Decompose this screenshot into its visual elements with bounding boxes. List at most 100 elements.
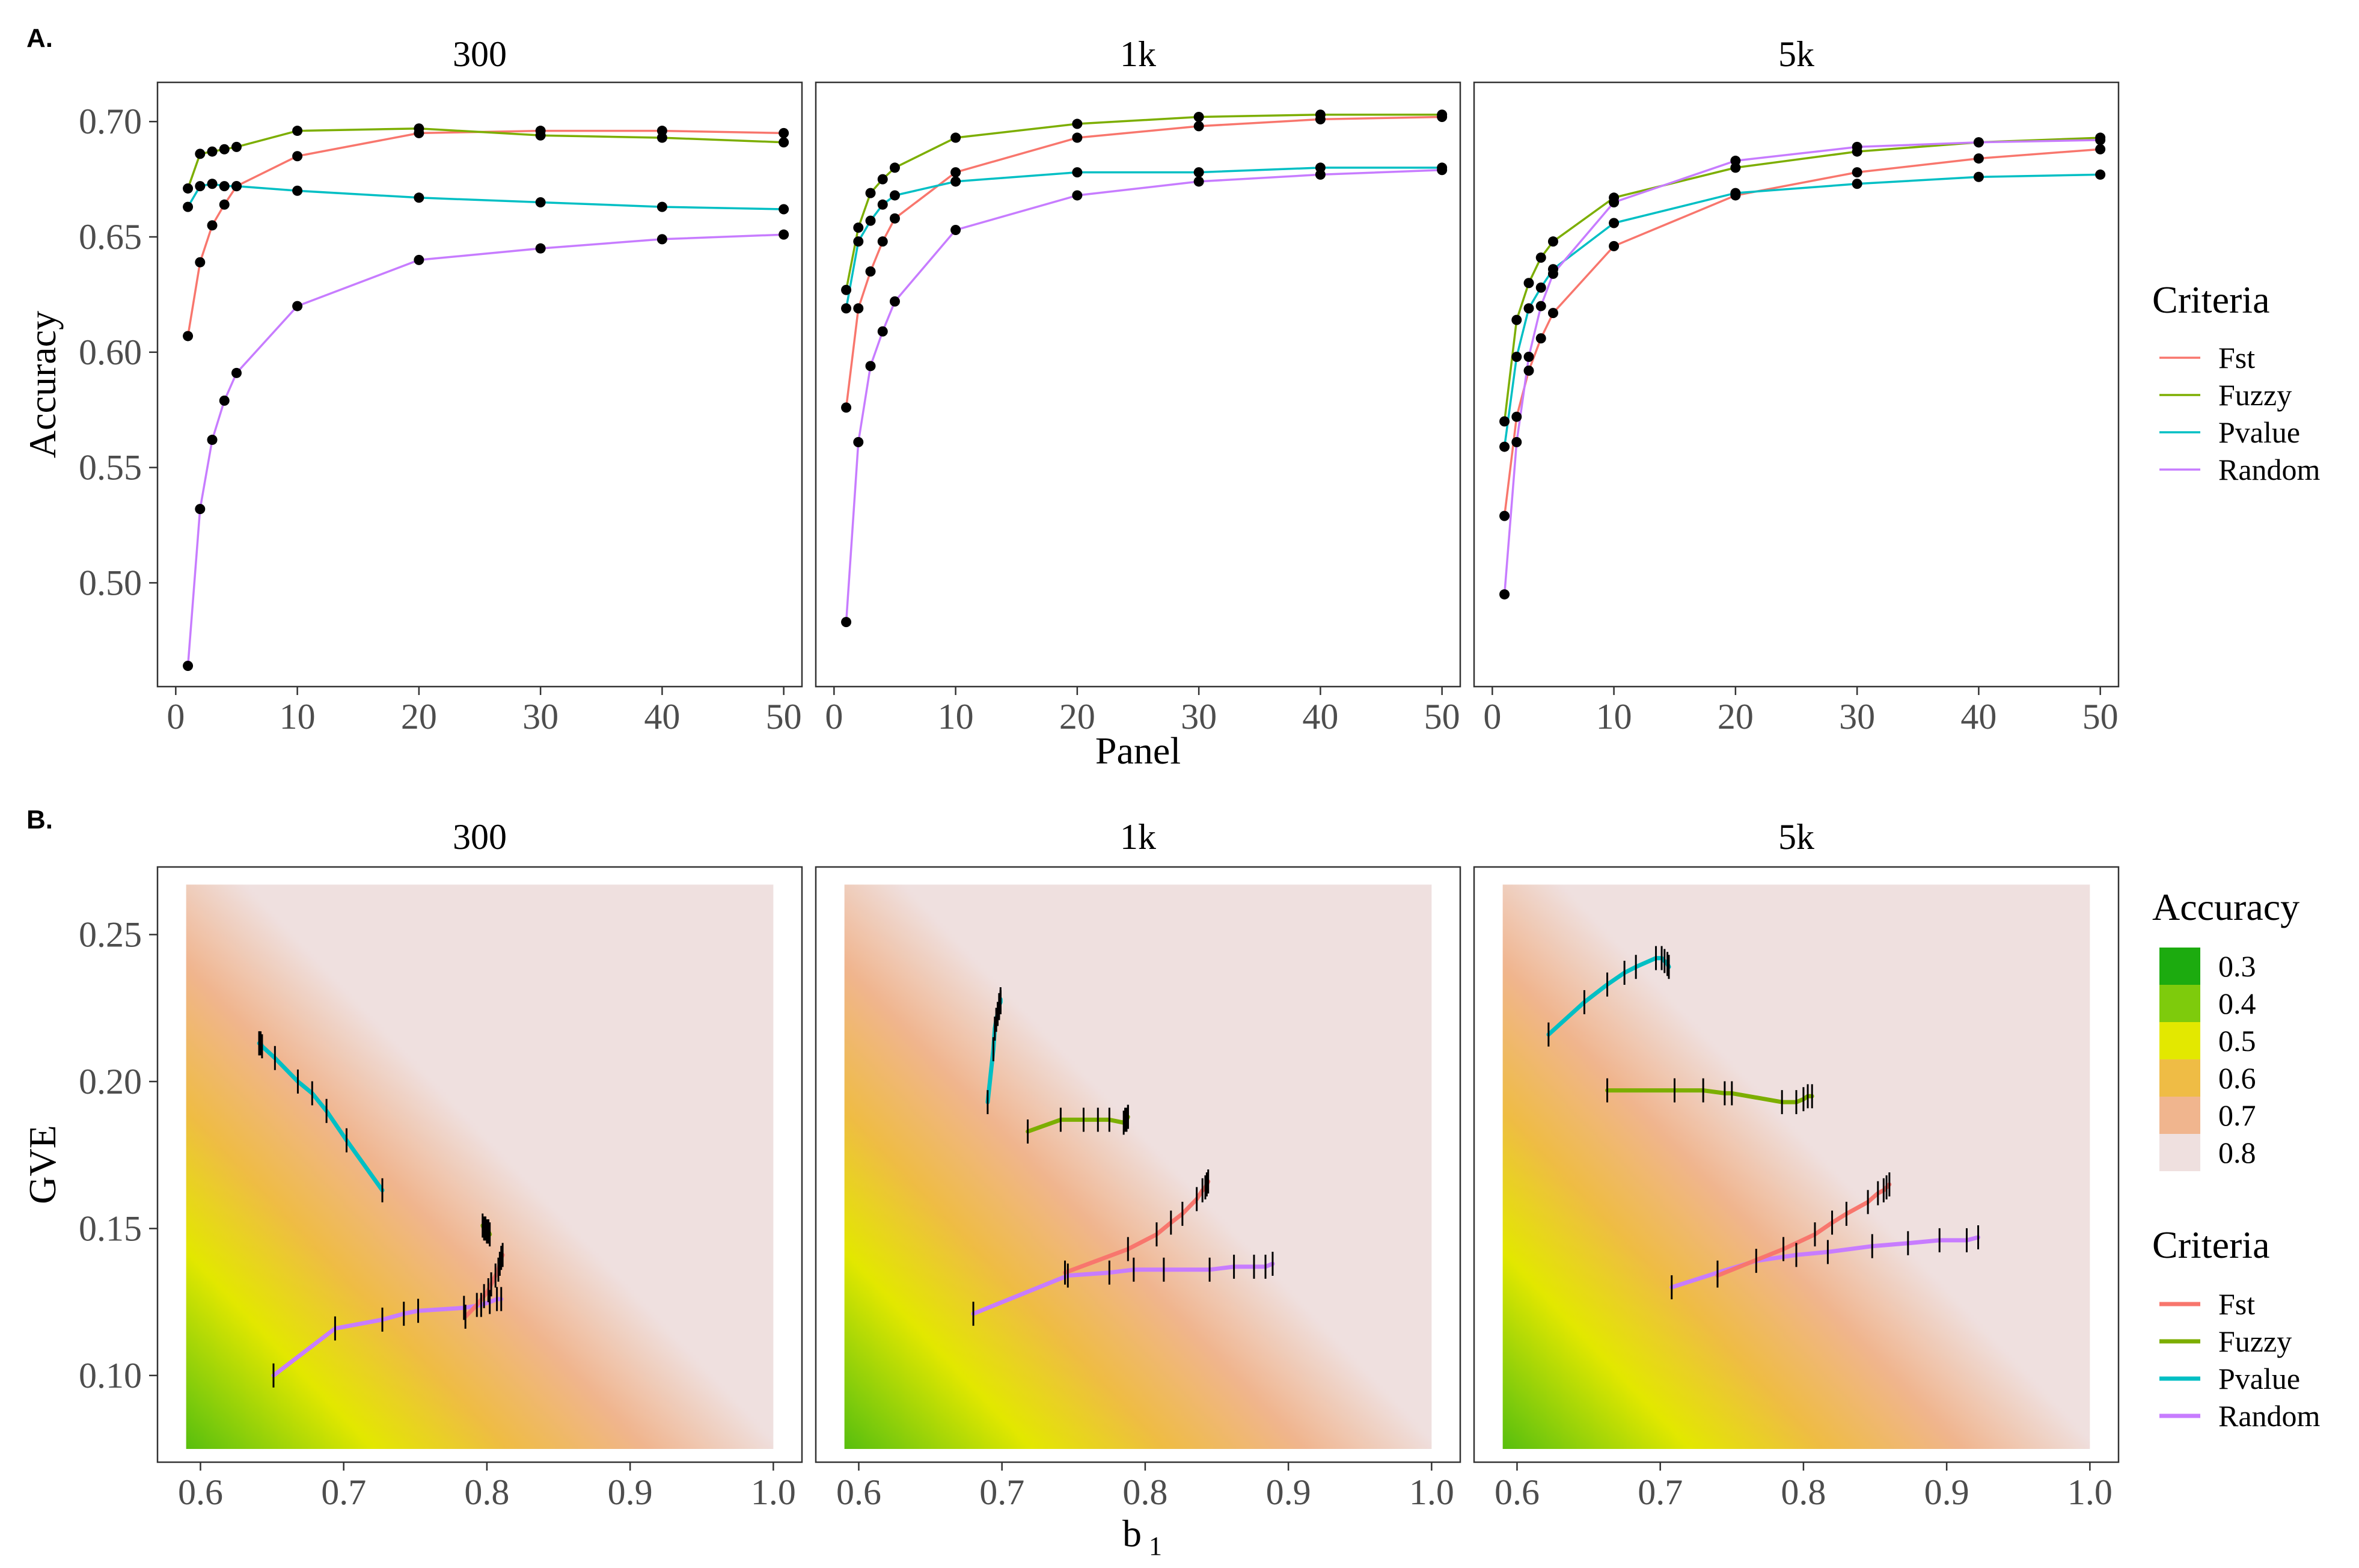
data-point-pvalue <box>865 215 876 226</box>
data-point-random <box>231 367 242 378</box>
data-point-pvalue <box>889 190 900 201</box>
data-point-random <box>656 234 667 245</box>
x-tick-label: 0.7 <box>979 1472 1024 1512</box>
data-point-fst <box>292 151 303 162</box>
x-tick-label: 20 <box>1059 697 1095 737</box>
y-tick-label: 0.70 <box>79 102 142 141</box>
y-axis-label: GVE <box>21 1125 64 1204</box>
accuracy-heat-surface <box>844 884 1432 1449</box>
data-point-fuzzy <box>219 144 230 155</box>
fill-legend-label: 0.4 <box>2218 987 2256 1020</box>
fill-legend-label: 0.7 <box>2218 1098 2256 1132</box>
panel-b-heatmap-chart: 300 0.6 0.7 0.8 0.9 1.0 0.10 0.15 0.20 0.25 1k 0.6 0… <box>21 817 2120 1561</box>
panel-b-label: B. <box>26 805 53 835</box>
facet-b-5k: 5k 0.6 0.7 0.8 0.9 1.0 <box>1473 817 2120 1512</box>
data-point-pvalue <box>877 199 888 210</box>
data-point-fst <box>779 127 789 138</box>
data-point-random <box>1315 169 1326 180</box>
series-line-pvalue <box>845 167 1442 309</box>
data-point-fst <box>1547 308 1558 319</box>
data-point-random <box>950 224 961 235</box>
x-tick-label: 1.0 <box>1409 1472 1454 1512</box>
data-point-fst <box>195 257 206 268</box>
data-point-random <box>1973 137 1984 148</box>
data-point-random <box>841 617 852 628</box>
data-point-random <box>779 229 789 240</box>
data-point-fuzzy <box>853 222 864 233</box>
data-point-pvalue <box>414 192 424 203</box>
facet-a-1k: 1k 0 10 20 30 40 50 <box>815 34 1461 737</box>
data-point-random <box>2095 135 2106 145</box>
data-point-fuzzy <box>1511 314 1522 325</box>
data-point-fuzzy <box>535 130 546 141</box>
data-point-fuzzy <box>1193 112 1204 123</box>
trajectory-random <box>971 1261 1275 1316</box>
series-line-pvalue <box>187 183 784 210</box>
x-tick-label: 0.9 <box>1924 1472 1969 1512</box>
data-point-fuzzy <box>841 284 852 295</box>
facet-title: 1k <box>1120 817 1156 857</box>
x-tick-label: 0 <box>825 697 843 737</box>
legend-label-pvalue: Pvalue <box>2218 1362 2300 1395</box>
x-tick-label: 0.7 <box>321 1472 366 1512</box>
data-point-random <box>1535 301 1546 311</box>
x-tick-label: 0.7 <box>1638 1472 1683 1512</box>
x-tick-label: 10 <box>1596 697 1632 737</box>
fill-legend-label: 0.5 <box>2218 1024 2256 1058</box>
series-line-random <box>845 169 1442 622</box>
data-point-pvalue <box>183 201 194 212</box>
legend-label-fuzzy: Fuzzy <box>2218 1325 2292 1358</box>
data-point-pvalue <box>1535 282 1546 293</box>
x-tick-label: 40 <box>1302 697 1338 737</box>
legend-label-random: Random <box>2218 1399 2321 1433</box>
data-point-fst <box>1193 121 1204 132</box>
accuracy-heat-surface <box>1502 884 2090 1449</box>
x-tick-label: 0.9 <box>1266 1472 1311 1512</box>
data-point-random <box>219 395 230 406</box>
data-point-fuzzy <box>414 123 424 134</box>
legend-panel-b: Accuracy 0.3 0.4 0.50.60.7 0.8 Criteria Fst Fuz… <box>2152 886 2321 1433</box>
data-point-fst <box>1523 365 1534 376</box>
data-point-pvalue <box>1072 167 1083 178</box>
data-point-pvalue <box>1730 188 1741 198</box>
data-point-fst <box>1499 510 1510 521</box>
data-point-random <box>1193 176 1204 187</box>
data-point-random <box>1437 165 1448 176</box>
x-tick-label: 0.6 <box>178 1472 223 1512</box>
x-tick-label: 10 <box>280 697 316 737</box>
data-point-fst <box>1609 240 1620 251</box>
facet-title: 1k <box>1120 34 1156 74</box>
data-point-fuzzy <box>1535 253 1546 263</box>
y-tick-label: 0.50 <box>79 563 142 602</box>
y-tick-label: 0.20 <box>79 1062 142 1101</box>
legend-title: Criteria <box>2152 278 2269 321</box>
y-axis-label: Accuracy <box>21 311 64 458</box>
series-line-random <box>1503 139 2100 595</box>
data-point-fst <box>2095 144 2106 155</box>
x-axis-label: Panel <box>1095 729 1181 772</box>
trajectory-pvalue <box>1546 956 1671 1037</box>
data-point-pvalue <box>231 181 242 192</box>
data-point-random <box>535 243 546 254</box>
x-axis-label-subscript: 1 <box>1149 1531 1162 1561</box>
x-tick-label: 1.0 <box>751 1472 796 1512</box>
facet-a-5k: 5k 0 10 20 30 40 50 <box>1473 34 2120 737</box>
trajectory-fst <box>1715 1182 1892 1278</box>
series-line-fst <box>845 115 1442 408</box>
data-point-fuzzy <box>1523 278 1534 289</box>
data-point-random <box>1511 436 1522 447</box>
series-line-pvalue <box>1503 173 2100 447</box>
legend-label-fuzzy: Fuzzy <box>2218 378 2292 412</box>
data-point-fuzzy <box>207 146 218 157</box>
data-point-fst <box>183 331 194 341</box>
data-point-pvalue <box>1609 218 1620 228</box>
data-point-fst <box>207 220 218 231</box>
data-point-fst <box>865 266 876 277</box>
x-tick-label: 30 <box>1181 697 1217 737</box>
fill-legend-swatch <box>2159 985 2200 1022</box>
x-tick-label: 20 <box>1718 697 1754 737</box>
data-point-random <box>207 435 218 446</box>
x-tick-label: 0.8 <box>464 1472 509 1512</box>
data-point-fst <box>1535 333 1546 344</box>
